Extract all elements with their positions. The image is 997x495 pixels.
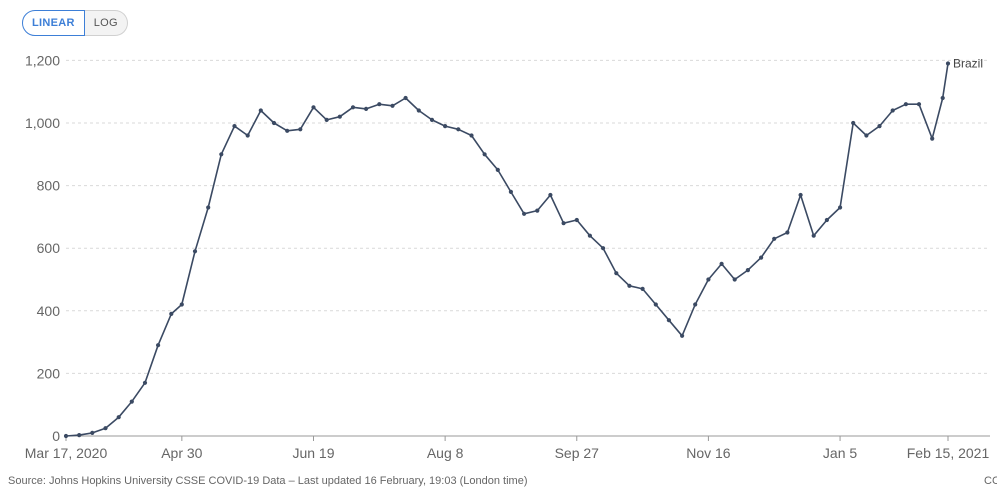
scale-toggle: LINEAR LOG <box>22 10 128 36</box>
data-point <box>258 108 263 113</box>
series-line-brazil <box>65 63 949 437</box>
data-point <box>945 61 951 66</box>
series-label-brazil: Brazil <box>953 57 983 71</box>
data-point <box>940 95 945 101</box>
data-point <box>103 426 108 431</box>
data-point <box>574 217 579 223</box>
x-tick-label: Feb 15, 2021 <box>907 445 990 461</box>
data-point <box>232 124 237 129</box>
data-point <box>772 236 777 241</box>
y-tick-label: 800 <box>37 178 61 194</box>
data-point <box>719 261 724 266</box>
data-point <box>693 302 698 307</box>
data-point <box>824 217 830 223</box>
data-point <box>311 105 316 110</box>
line-chart: 0 200 400 600 800 1,000 1,200 Mar 17, 2020 Apr 3… <box>25 52 990 461</box>
data-point <box>838 205 843 210</box>
data-point <box>116 415 121 420</box>
data-point <box>179 302 184 307</box>
x-tick-label: Nov 16 <box>686 445 731 461</box>
data-point <box>469 133 474 138</box>
y-tick-label: 1,200 <box>25 52 60 68</box>
data-point <box>666 318 672 323</box>
data-point <box>337 114 342 119</box>
data-point <box>206 205 211 210</box>
x-tick-label: Aug 8 <box>427 445 464 461</box>
data-point <box>456 127 461 132</box>
data-point <box>759 255 764 260</box>
data-point <box>324 117 329 122</box>
data-point <box>192 249 198 254</box>
data-point <box>627 283 632 288</box>
data-point <box>482 152 487 157</box>
data-point <box>63 433 69 439</box>
data-point <box>219 152 224 157</box>
data-point <box>77 433 82 438</box>
data-point <box>364 106 369 111</box>
data-point <box>877 124 882 129</box>
data-point <box>495 167 500 172</box>
data-point <box>548 192 553 198</box>
data-point <box>169 311 174 316</box>
data-point <box>930 136 935 141</box>
data-point <box>732 277 737 282</box>
data-point <box>443 124 448 129</box>
y-tick-label: 200 <box>37 365 61 381</box>
data-point <box>851 120 856 126</box>
x-tick-label: Sep 27 <box>555 445 600 461</box>
data-point <box>377 102 382 107</box>
data-point <box>864 133 869 138</box>
data-point <box>916 102 922 107</box>
data-point <box>390 103 395 108</box>
data-point <box>522 211 527 216</box>
data-point <box>271 120 277 126</box>
data-point <box>706 277 711 282</box>
data-point <box>142 380 148 385</box>
y-tick-label: 0 <box>52 428 60 444</box>
data-point <box>587 233 593 238</box>
data-point <box>129 399 134 404</box>
data-point <box>653 302 658 307</box>
linear-scale-button[interactable]: LINEAR <box>22 10 85 36</box>
data-point <box>890 108 895 113</box>
y-tick-label: 600 <box>37 240 61 256</box>
data-point <box>298 127 303 132</box>
data-point <box>90 430 95 435</box>
x-tick-label: Mar 17, 2020 <box>25 445 108 461</box>
y-tick-label: 400 <box>37 303 61 319</box>
data-point <box>640 286 645 291</box>
data-point <box>429 117 435 122</box>
data-point <box>561 221 566 226</box>
data-point <box>403 95 408 101</box>
data-point <box>811 233 816 238</box>
data-point <box>785 230 790 235</box>
data-point <box>350 105 356 110</box>
y-tick-label: 1,000 <box>25 115 60 131</box>
data-point <box>614 271 619 276</box>
log-scale-button[interactable]: LOG <box>84 10 128 36</box>
x-tick-label: Jun 19 <box>292 445 334 461</box>
data-point <box>745 268 751 273</box>
data-point <box>903 102 909 107</box>
data-point <box>798 192 803 198</box>
x-tick-label: Apr 30 <box>161 445 202 461</box>
data-point <box>680 333 685 338</box>
data-point <box>156 343 161 348</box>
data-point <box>285 128 290 133</box>
data-point <box>245 133 250 138</box>
data-point <box>416 108 421 113</box>
data-point <box>535 208 540 213</box>
data-point <box>601 246 606 251</box>
source-note: Source: Johns Hopkins University CSSE CO… <box>8 475 528 487</box>
x-tick-label: Jan 5 <box>823 445 857 461</box>
license-badge: CC <box>984 475 997 487</box>
data-point <box>508 189 513 194</box>
